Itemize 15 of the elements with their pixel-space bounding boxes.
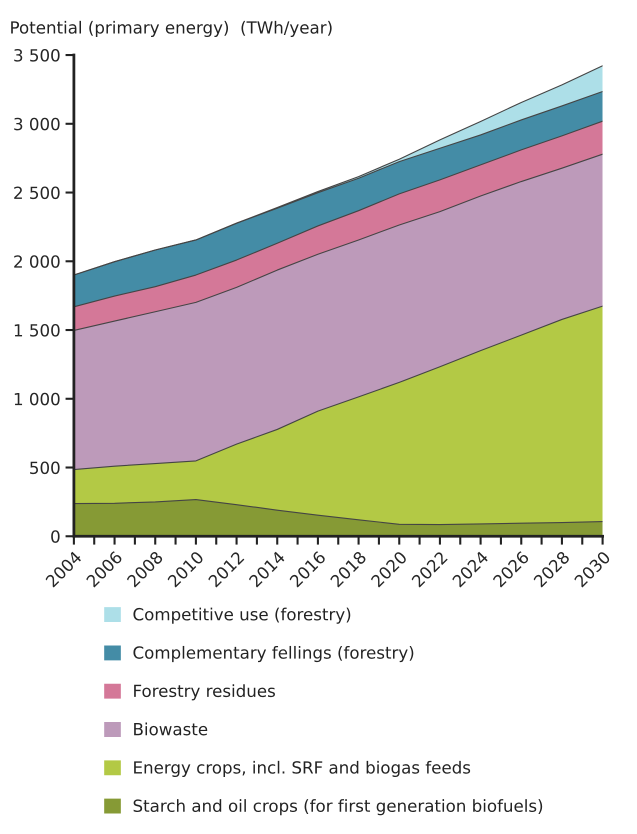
y-axis-title: Potential (primary energy) (TWh/year) [11, 20, 332, 37]
y-tick-label: 500 [30, 461, 60, 474]
legend-label: Complementary fellings (forestry) [133, 646, 414, 662]
y-tick-label: 3 500 [14, 49, 60, 62]
y-tick-label: 1 000 [14, 392, 60, 406]
y-tick-label: 1 500 [14, 324, 60, 337]
legend-label: Energy crops, incl. SRF and biogas feeds [134, 760, 470, 777]
y-tick-label: 3 000 [14, 118, 60, 130]
y-tick-label: 2 500 [14, 186, 60, 200]
y-tick-label: 0 [51, 530, 60, 543]
legend-label: Competitive use (forestry) [133, 608, 350, 624]
legend-label: Forestry residues [134, 684, 275, 700]
legend-label: Starch and oil crops (for first generation biofuels) [134, 799, 542, 816]
y-tick-label: 2 000 [14, 255, 60, 268]
legend-label: Biowaste [134, 722, 208, 736]
